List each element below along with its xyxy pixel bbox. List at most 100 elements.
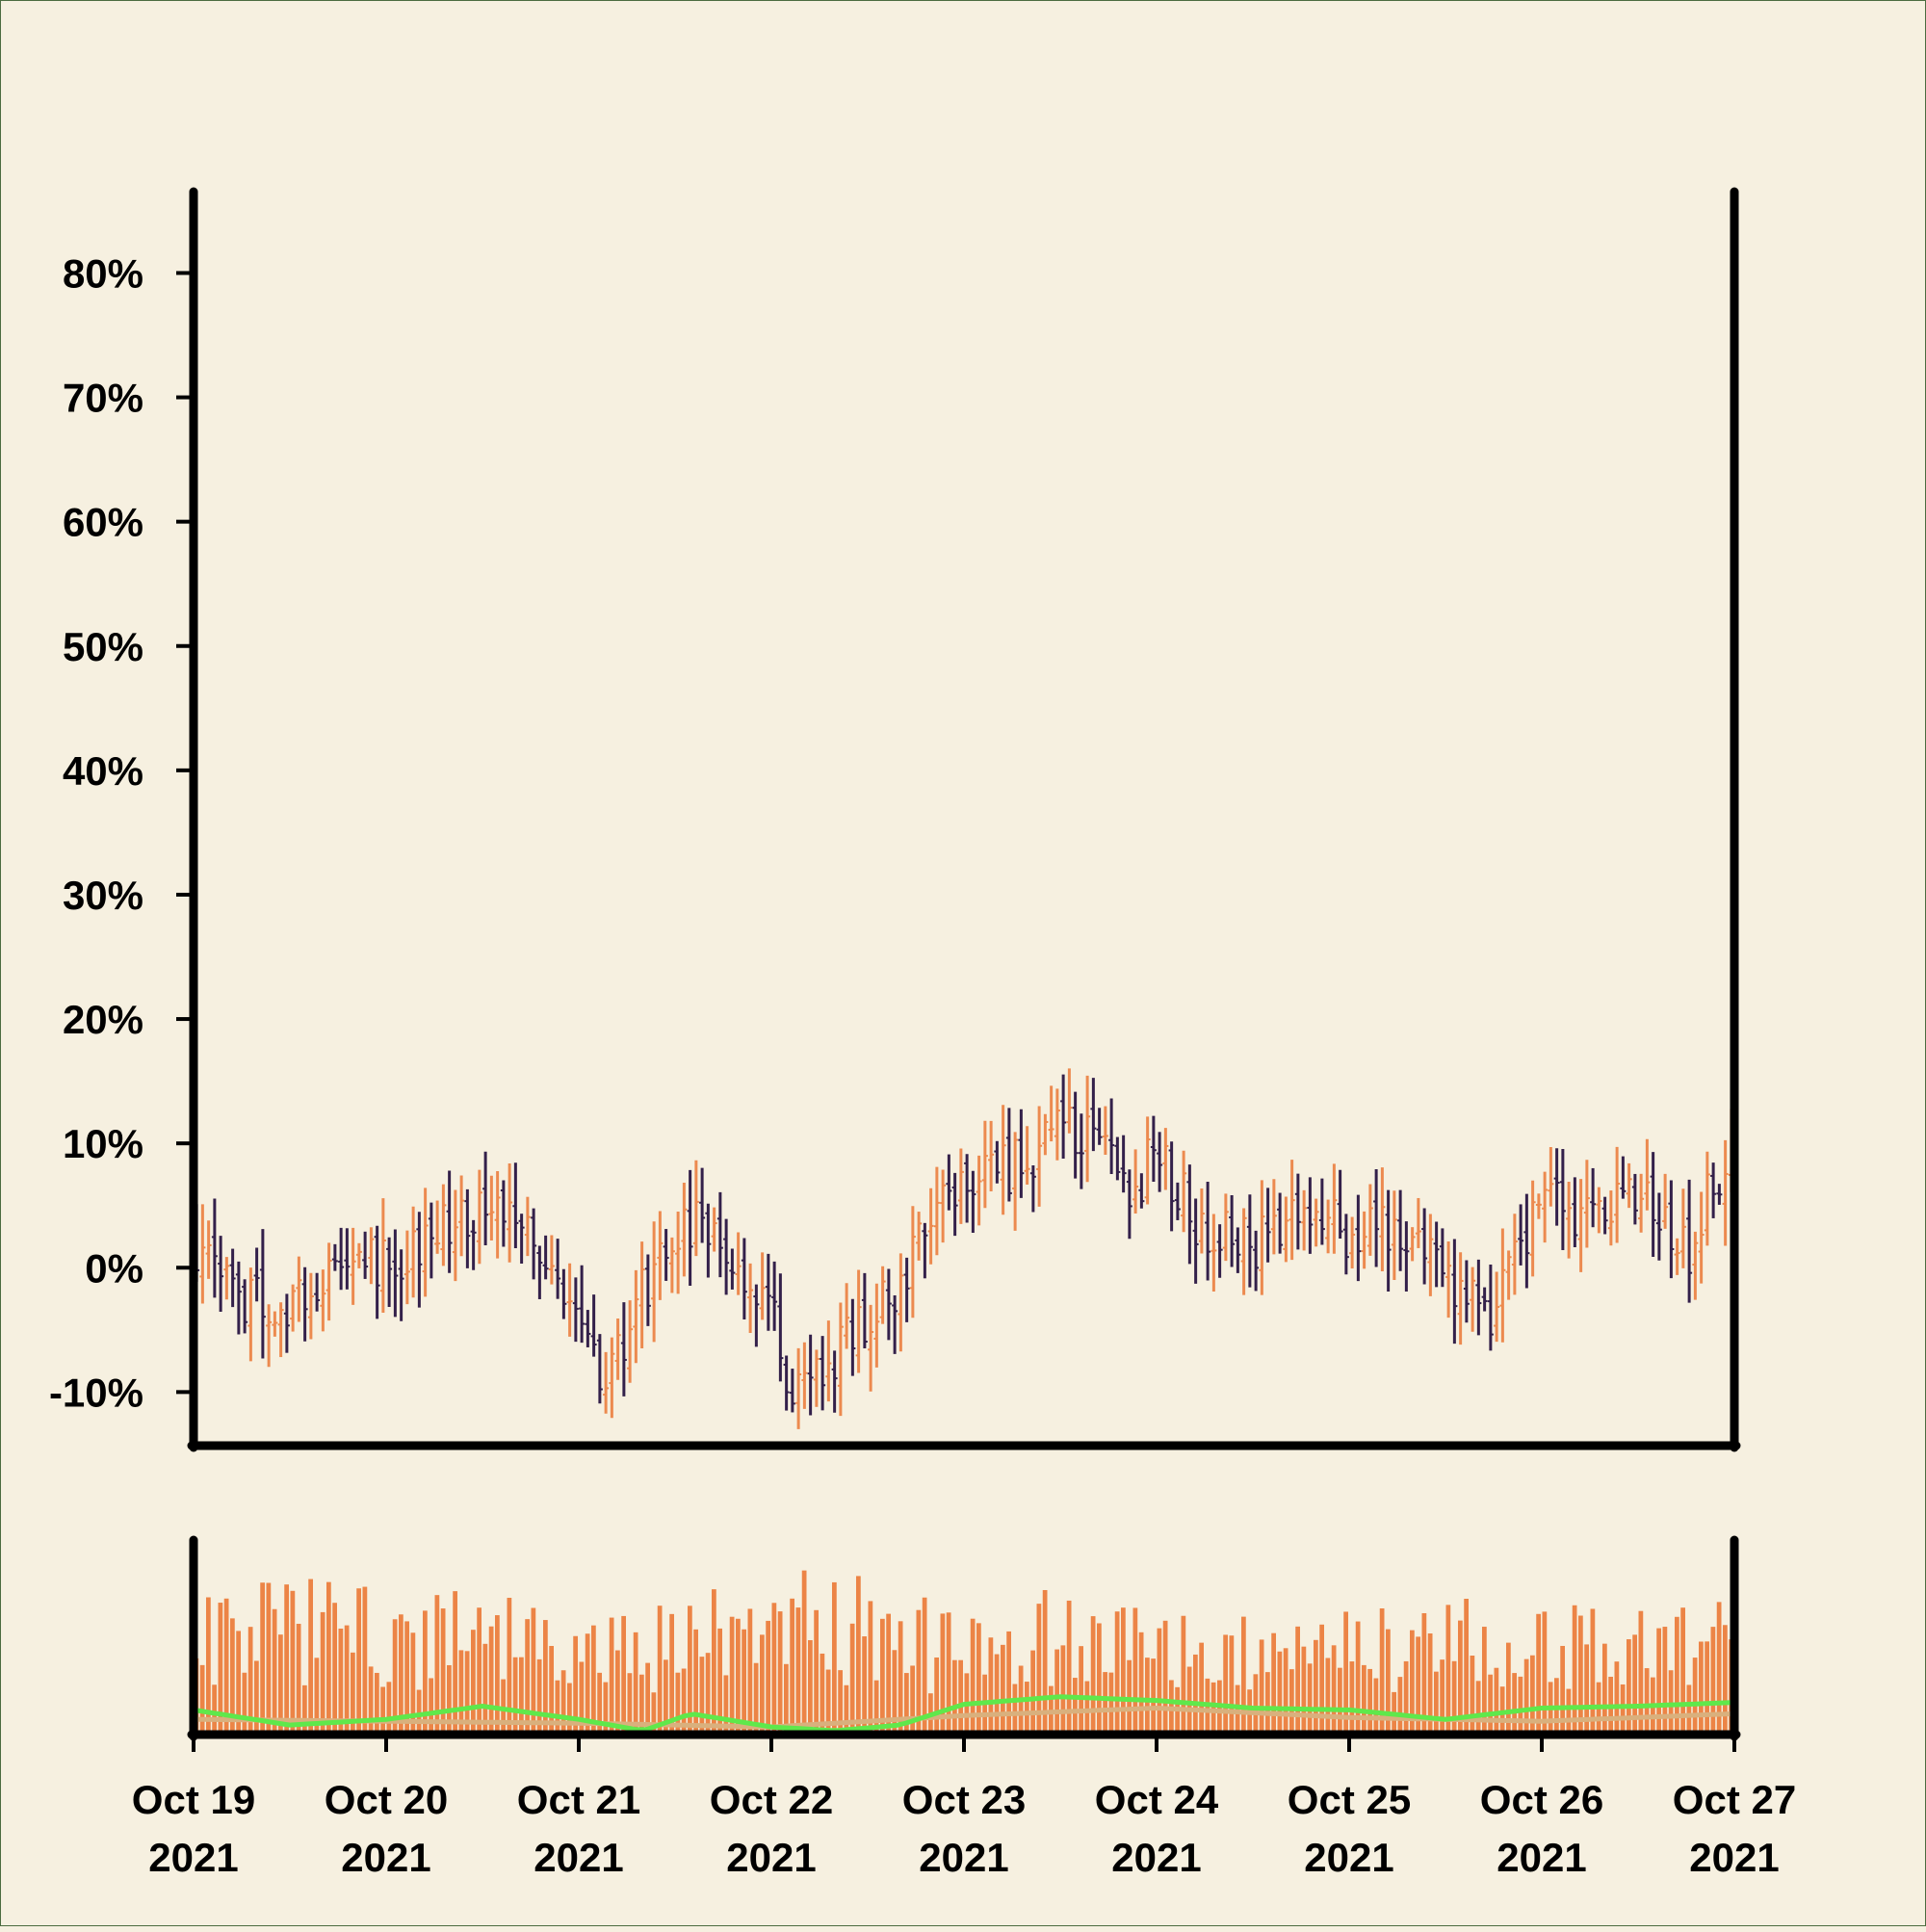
ohlc-bar — [1361, 1211, 1367, 1269]
volume-bar — [1241, 1616, 1246, 1731]
volume-bar — [1499, 1686, 1505, 1731]
volume-bar — [482, 1643, 488, 1731]
volume-bar — [399, 1614, 403, 1731]
ohlc-bar — [951, 1172, 958, 1237]
volume-bar — [1338, 1667, 1342, 1731]
ohlc-bar — [1246, 1194, 1253, 1288]
ohlc-bar — [1078, 1113, 1084, 1189]
ohlc-bar — [1174, 1182, 1181, 1220]
ohlc-bar — [922, 1222, 928, 1279]
volume-bar — [567, 1683, 572, 1731]
volume-bar — [940, 1613, 946, 1731]
ohlc-bar — [687, 1169, 693, 1287]
volume-bar — [1331, 1645, 1337, 1731]
volume-bar — [1301, 1646, 1307, 1731]
ohlc-bar — [1445, 1240, 1452, 1318]
volume-bar — [1578, 1615, 1583, 1731]
volume-bar — [1710, 1627, 1716, 1731]
x-tick-label-year: 2021 — [534, 1835, 623, 1880]
volume-bar — [976, 1623, 981, 1731]
ohlc-bar — [1674, 1238, 1680, 1275]
ohlc-bar — [1548, 1147, 1554, 1207]
volume-bar — [873, 1680, 879, 1731]
volume-bar — [278, 1634, 283, 1731]
volume-bar — [375, 1672, 379, 1731]
volume-bar — [1518, 1676, 1523, 1731]
ohlc-bar — [1114, 1136, 1121, 1181]
ohlc-bar — [844, 1283, 850, 1349]
volume-bar — [585, 1633, 590, 1731]
volume-bar — [1627, 1639, 1631, 1731]
ohlc-bar — [386, 1237, 393, 1307]
volume-bar — [1379, 1608, 1385, 1731]
volume-bar — [573, 1635, 578, 1731]
x-axis-ticks: Oct 19 2021 Oct 20 2021 Oct 21 2021 Oct 22 2021… — [132, 1738, 1796, 1880]
volume-bar — [1097, 1623, 1102, 1731]
ohlc-bar — [705, 1203, 712, 1278]
ohlc-bar — [368, 1227, 375, 1285]
volume-bar — [801, 1570, 807, 1731]
ohlc-bar — [729, 1248, 736, 1290]
volume-bar — [1271, 1632, 1276, 1731]
ohlc-bar — [1162, 1128, 1169, 1190]
volume-bar — [236, 1631, 241, 1731]
volume-bar — [1494, 1667, 1499, 1731]
volume-bar — [223, 1598, 229, 1731]
volume-bar — [555, 1680, 560, 1731]
volume-bar — [639, 1674, 644, 1731]
volume-bar — [1277, 1651, 1283, 1731]
ohlc-bar — [644, 1254, 651, 1326]
volume-bar — [1373, 1678, 1379, 1731]
volume-bar — [621, 1615, 626, 1731]
ohlc-bar — [398, 1249, 404, 1321]
volume-bar — [675, 1672, 681, 1731]
ohlc-bar — [446, 1170, 453, 1273]
volume-bar — [1325, 1658, 1331, 1731]
ohlc-bar — [1553, 1148, 1560, 1226]
ohlc-bar — [651, 1221, 658, 1343]
x-tick-label-date: Oct 23 — [902, 1777, 1026, 1822]
ohlc-bar — [1235, 1227, 1241, 1273]
ohlc-bar — [1150, 1115, 1157, 1182]
volume-bar — [856, 1576, 861, 1731]
volume-bar — [1716, 1602, 1722, 1731]
ohlc-bar — [609, 1337, 615, 1419]
volume-bar — [1488, 1674, 1493, 1731]
volume-bar — [952, 1659, 957, 1731]
ohlc-bar — [507, 1163, 513, 1263]
volume-bar — [1445, 1605, 1451, 1731]
ohlc-bar — [765, 1253, 771, 1331]
ohlc-bar — [735, 1232, 742, 1295]
volume-bar — [488, 1626, 494, 1731]
ohlc-bar — [1072, 1091, 1079, 1179]
volume-bar — [904, 1673, 909, 1731]
ohlc-bar — [1126, 1169, 1132, 1240]
ohlc-bar — [1686, 1179, 1693, 1303]
ohlc-bar — [1144, 1116, 1151, 1205]
volume-bar — [1289, 1669, 1294, 1731]
ohlc-bar — [940, 1169, 947, 1243]
volume-bar — [1025, 1682, 1029, 1731]
ohlc-bar — [771, 1261, 778, 1331]
ohlc-bar — [699, 1167, 706, 1243]
volume-bar — [1036, 1604, 1042, 1731]
volume-bar — [525, 1619, 530, 1731]
volume-lines-group — [193, 1694, 1735, 1734]
volume-bar — [1259, 1639, 1264, 1731]
volume-bar — [742, 1629, 746, 1731]
ohlc-bar — [1318, 1178, 1325, 1245]
ohlc-bar — [1205, 1181, 1211, 1281]
ohlc-bar — [603, 1351, 610, 1414]
ohlc-bar — [795, 1347, 802, 1429]
ohlc-bar — [1270, 1179, 1277, 1255]
ohlc-bar — [272, 1311, 278, 1337]
ohlc-bar — [1005, 1108, 1012, 1202]
volume-bar — [790, 1598, 794, 1731]
volume-bar — [1108, 1672, 1114, 1731]
volume-bar — [1482, 1627, 1487, 1731]
volume-ma-fast-line — [193, 1694, 1735, 1734]
ohlc-bar — [716, 1191, 723, 1278]
ohlc-bar — [1403, 1221, 1410, 1292]
ohlc-bar — [494, 1170, 501, 1259]
ohlc-bar — [1253, 1230, 1260, 1292]
